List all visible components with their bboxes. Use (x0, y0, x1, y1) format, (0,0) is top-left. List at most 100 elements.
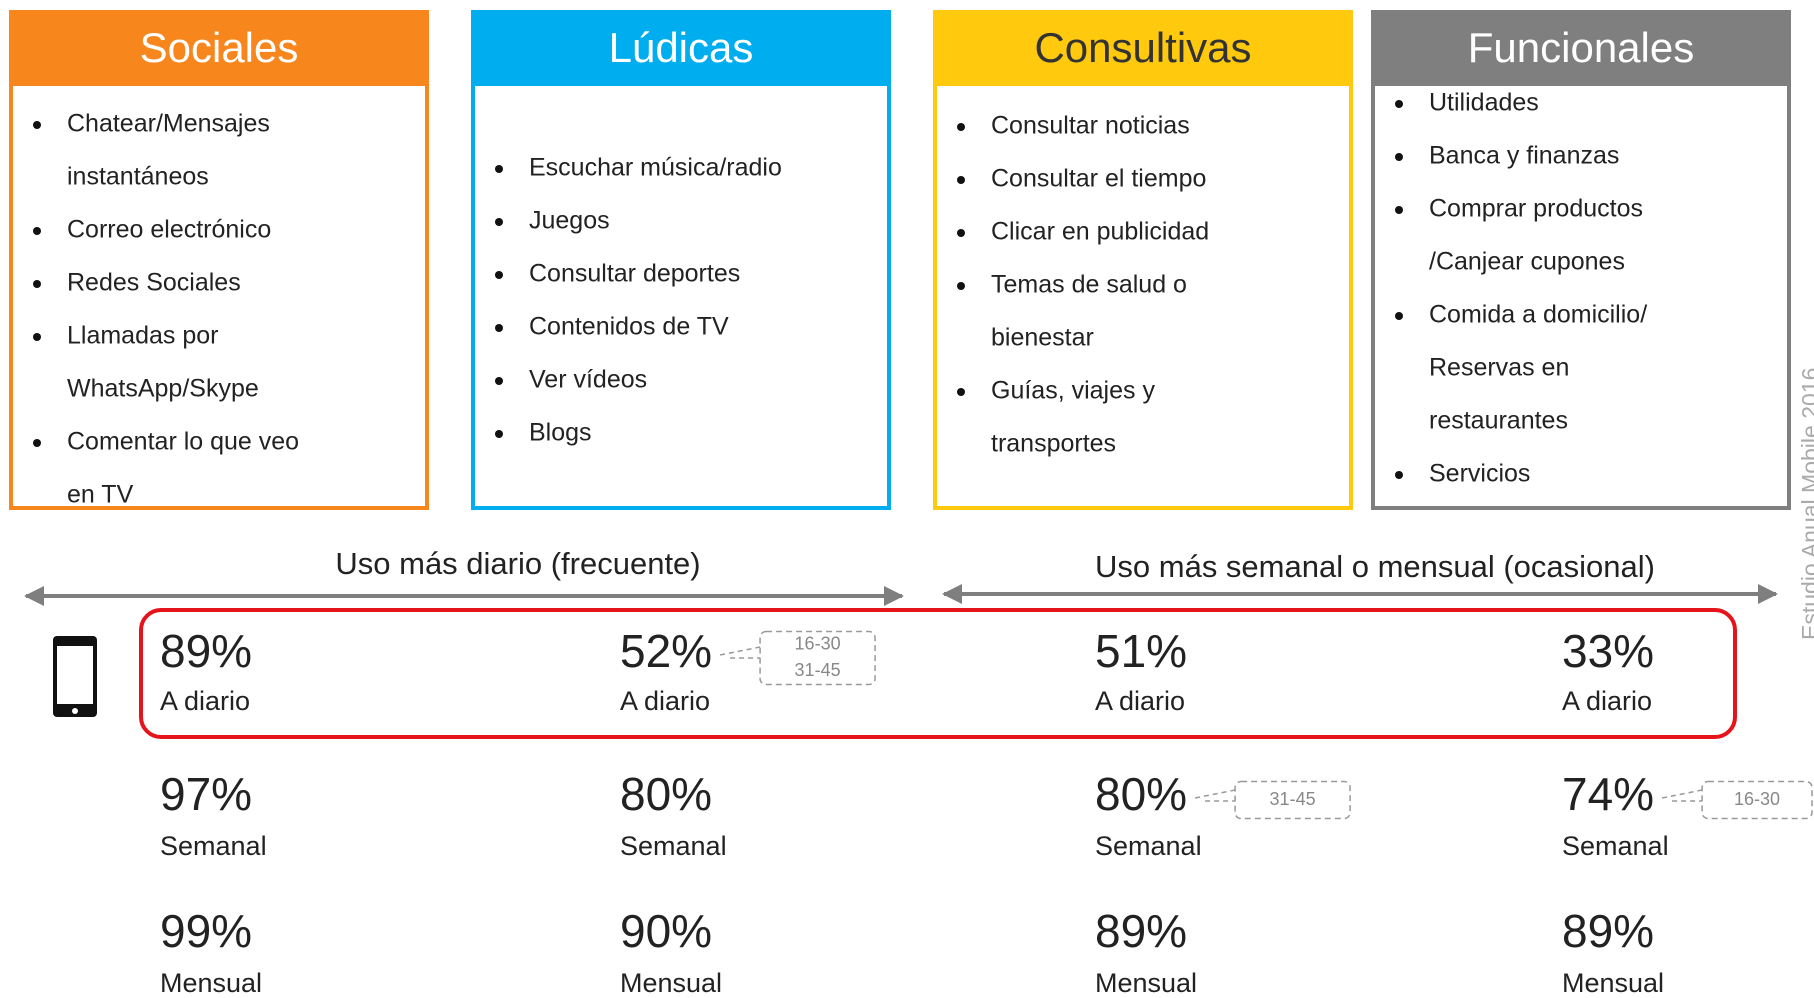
age-range: 16-30 (795, 634, 841, 654)
item-text: Comprar productos (1429, 195, 1643, 223)
bullet (495, 324, 503, 332)
stat-label: Mensual (1562, 968, 1664, 998)
item-text: Redes Sociales (67, 269, 241, 297)
category-header (471, 10, 891, 86)
bullet (1395, 206, 1403, 214)
category-box (933, 78, 1353, 510)
item-text: restaurantes (1429, 407, 1568, 435)
item-text: transportes (991, 430, 1116, 458)
item-text: instantáneos (67, 163, 209, 191)
stat-value: 89% (1562, 905, 1654, 957)
age-callout (1234, 780, 1351, 820)
bullet (495, 377, 503, 385)
frequency-left: Uso más diario (frecuente) (335, 546, 700, 581)
age-range: 31-45 (1270, 789, 1316, 809)
item-text: Consultar noticias (991, 112, 1190, 140)
daily-highlight (139, 608, 1737, 739)
bullet (957, 229, 965, 237)
bullet (33, 227, 41, 235)
item-text: Consultar deportes (529, 260, 740, 288)
item-text: bienestar (991, 324, 1094, 352)
item-text: Temas de salud o (991, 271, 1187, 299)
callout-pointer (1661, 789, 1703, 802)
age-callout (759, 630, 876, 686)
stat-label: Semanal (1095, 831, 1202, 861)
stat-value: 90% (620, 905, 712, 957)
stat-label: Mensual (620, 968, 722, 998)
item-text: Escuchar música/radio (529, 154, 782, 182)
item-text: Contenidos de TV (529, 313, 729, 341)
phone-icon (53, 636, 97, 717)
bullet (1395, 100, 1403, 108)
bullet (33, 280, 41, 288)
bullet (1395, 471, 1403, 479)
item-text: Blogs (529, 419, 592, 447)
stat-value: 89% (160, 625, 252, 677)
bullet (495, 430, 503, 438)
item-text: Chatear/Mensajes (67, 110, 270, 138)
item-text: /Canjear cupones (1429, 248, 1625, 276)
bullet (33, 121, 41, 129)
bullet (495, 271, 503, 279)
category-title: Consultivas (1034, 24, 1251, 71)
item-text: Correo electrónico (67, 216, 271, 244)
stat-label: Mensual (1095, 968, 1197, 998)
category-title: Lúdicas (609, 24, 754, 71)
item-text: Juegos (529, 207, 610, 235)
stat-label: Semanal (620, 831, 727, 861)
frequency-right: Uso más semanal o mensual (ocasional) (1095, 549, 1655, 584)
stat-value: 51% (1095, 625, 1187, 677)
callout-pointer (1194, 789, 1236, 802)
age-callout (1701, 780, 1813, 820)
stat-value: 89% (1095, 905, 1187, 957)
item-text: Guías, viajes y (991, 377, 1155, 405)
age-range: 31-45 (795, 660, 841, 680)
stat-label: A diario (160, 686, 250, 716)
bullet (957, 282, 965, 290)
stat-label: Mensual (160, 968, 262, 998)
bullet (957, 176, 965, 184)
stat-value: 80% (1095, 768, 1187, 820)
bullet (495, 218, 503, 226)
stat-value: 80% (620, 768, 712, 820)
stat-label: Semanal (160, 831, 267, 861)
bullet (33, 439, 41, 447)
stat-label: A diario (620, 686, 710, 716)
stat-value: 97% (160, 768, 252, 820)
stat-value: 33% (1562, 625, 1654, 677)
category-title: Funcionales (1468, 24, 1694, 71)
bullet (33, 333, 41, 341)
category-box (1371, 78, 1791, 510)
item-text: Comentar lo que veo (67, 428, 299, 456)
item-text: Llamadas por (67, 322, 218, 350)
bullet (957, 123, 965, 131)
category-box (9, 78, 429, 510)
bullet (1395, 153, 1403, 161)
bullet (495, 165, 503, 173)
item-text: Consultar el tiempo (991, 165, 1206, 193)
stat-value: 52% (620, 625, 712, 677)
age-range: 16-30 (1734, 789, 1780, 809)
callout-pointer (719, 646, 761, 659)
item-text: Servicios (1429, 460, 1530, 488)
item-text: Banca y finanzas (1429, 142, 1619, 170)
category-header (933, 10, 1353, 86)
stat-label: A diario (1095, 686, 1185, 716)
source: Estudio Anual Mobile 2016 (1797, 368, 1814, 640)
stat-value: 74% (1562, 768, 1654, 820)
item-text: WhatsApp/Skype (67, 375, 259, 403)
stat-label: Semanal (1562, 831, 1669, 861)
category-header (9, 10, 429, 86)
item-text: en TV (67, 481, 134, 509)
category-header (1371, 10, 1791, 86)
stat-value: 99% (160, 905, 252, 957)
item-text: Reservas en (1429, 354, 1569, 382)
bullet (1395, 312, 1403, 320)
item-text: Clicar en publicidad (991, 218, 1209, 246)
item-text: Ver vídeos (529, 366, 647, 394)
item-text: Comida a domicilio/ (1429, 301, 1647, 329)
stat-label: A diario (1562, 686, 1652, 716)
item-text: Utilidades (1429, 89, 1539, 117)
category-box (471, 78, 891, 510)
